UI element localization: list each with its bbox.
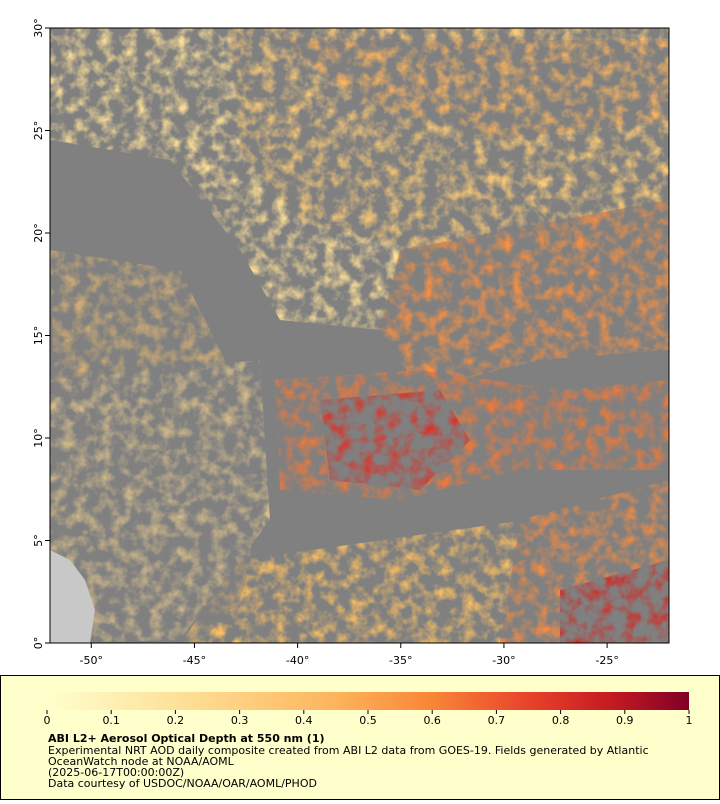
- map-image: [50, 28, 669, 643]
- y-tick-label: 5°: [32, 534, 45, 547]
- y-tick-label: 25°: [32, 121, 45, 141]
- colorbar: [47, 692, 689, 710]
- axes: -50° -45° -40° -35° -30° -25° 0° 5° 10° 15° 20° 25°…: [32, 18, 619, 667]
- y-tick-label: 30°: [32, 18, 45, 38]
- y-tick-label: 15°: [32, 326, 45, 346]
- colorbar-tick-label: 0.4: [295, 714, 313, 727]
- colorbar-tick-label: 0.6: [423, 714, 441, 727]
- colorbar-tick-label: 0.7: [488, 714, 506, 727]
- x-tick-label: -35°: [389, 654, 412, 667]
- y-tick-label: 20°: [32, 223, 45, 243]
- caption-line: (2025-06-17T00:00:00Z): [48, 766, 184, 779]
- y-tick-label: 0°: [32, 637, 45, 650]
- colorbar-tick-label: 0.2: [167, 714, 185, 727]
- x-tick-label: -50°: [80, 654, 103, 667]
- x-tick-label: -45°: [183, 654, 206, 667]
- colorbar-tick-label: 0.1: [102, 714, 120, 727]
- x-tick-label: -25°: [595, 654, 618, 667]
- colorbar-tick-label: 0.8: [552, 714, 570, 727]
- colorbar-tick-label: 0: [44, 714, 51, 727]
- caption-title: ABI L2+ Aerosol Optical Depth at 550 nm …: [48, 732, 325, 745]
- y-tick-label: 10°: [32, 428, 45, 448]
- colorbar-tick-label: 0.3: [231, 714, 249, 727]
- colorbar-ticks: 0 0.1 0.2 0.3 0.4 0.5 0.6 0.7 0.8 0.9 1: [44, 710, 693, 727]
- colorbar-tick-label: 0.5: [359, 714, 377, 727]
- caption-line: Data courtesy of USDOC/NOAA/OAR/AOML/PHO…: [48, 777, 317, 790]
- colorbar-tick-label: 0.9: [616, 714, 634, 727]
- caption-line: Experimental NRT AOD daily composite cre…: [48, 744, 649, 757]
- x-tick-label: -30°: [492, 654, 515, 667]
- caption-line: OceanWatch node at NOAA/AOML: [48, 755, 235, 768]
- colorbar-tick-label: 1: [686, 714, 693, 727]
- x-tick-label: -40°: [286, 654, 309, 667]
